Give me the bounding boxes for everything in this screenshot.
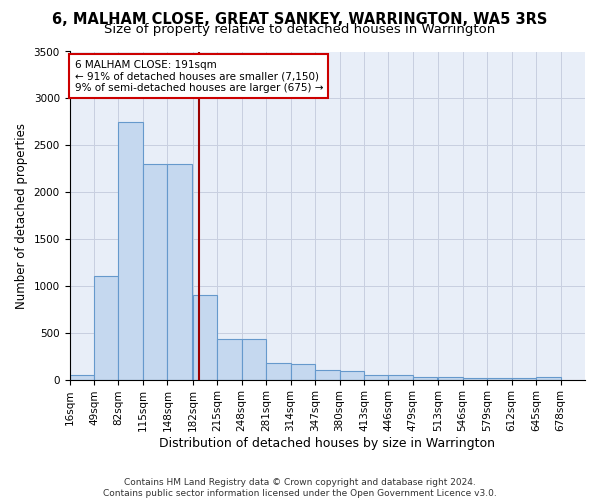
Bar	[70, 375, 94, 380]
X-axis label: Distribution of detached houses by size in Warrington: Distribution of detached houses by size …	[159, 437, 495, 450]
Bar	[193, 295, 217, 380]
Bar	[438, 377, 463, 380]
Bar	[242, 340, 266, 380]
Bar	[217, 340, 242, 380]
Bar	[143, 164, 167, 380]
Bar	[94, 276, 118, 380]
Text: Size of property relative to detached houses in Warrington: Size of property relative to detached ho…	[104, 22, 496, 36]
Text: 6, MALHAM CLOSE, GREAT SANKEY, WARRINGTON, WA5 3RS: 6, MALHAM CLOSE, GREAT SANKEY, WARRINGTO…	[52, 12, 548, 28]
Bar	[463, 378, 487, 380]
Bar	[167, 164, 192, 380]
Bar	[364, 375, 388, 380]
Bar	[512, 378, 536, 380]
Text: 6 MALHAM CLOSE: 191sqm
← 91% of detached houses are smaller (7,150)
9% of semi-d: 6 MALHAM CLOSE: 191sqm ← 91% of detached…	[74, 60, 323, 93]
Text: Contains HM Land Registry data © Crown copyright and database right 2024.
Contai: Contains HM Land Registry data © Crown c…	[103, 478, 497, 498]
Bar	[388, 376, 413, 380]
Bar	[290, 364, 315, 380]
Y-axis label: Number of detached properties: Number of detached properties	[15, 122, 28, 308]
Bar	[536, 377, 560, 380]
Bar	[487, 378, 512, 380]
Bar	[118, 122, 143, 380]
Bar	[340, 370, 364, 380]
Bar	[266, 363, 290, 380]
Bar	[315, 370, 340, 380]
Bar	[413, 377, 437, 380]
